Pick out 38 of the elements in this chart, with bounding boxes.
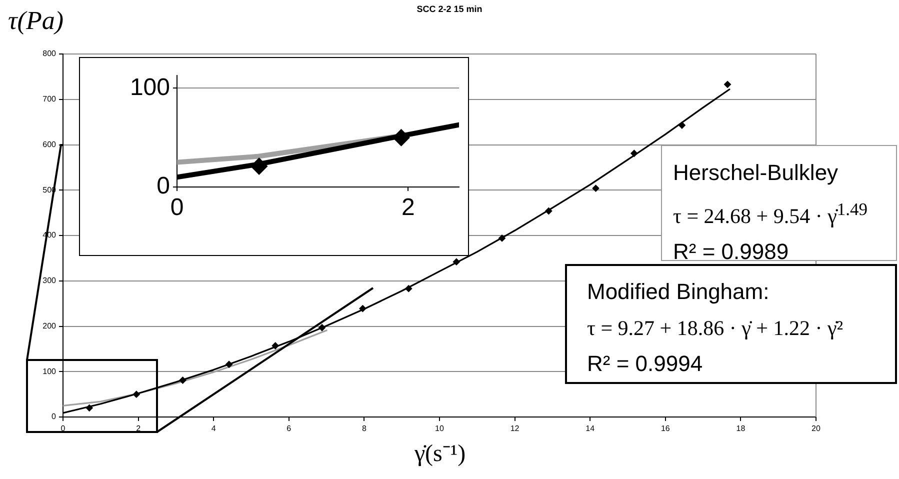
annotation: Herschel-Bulkley [673,159,840,187]
point [226,360,233,368]
y-tick-label: 100 [130,74,170,101]
y-tick-label: 300 [42,276,57,286]
point [724,80,732,88]
annotation: R² = 0.9989 [673,238,790,266]
x-tick-label: 2 [401,194,415,222]
annotation: Modified Bingham: [587,278,770,306]
point [498,234,506,242]
point [359,305,366,312]
x-tick-label: 16 [660,424,670,434]
point [318,324,326,332]
annotation: τ = 24.68 + 9.54 · γ̇$^{1.49}$ [673,198,868,230]
x-tick-label: 6 [286,424,292,434]
y-axis-title: τ(Pa) [8,6,64,36]
point [272,342,279,350]
point [592,184,600,192]
y-tick-label: 200 [42,321,57,330]
point [630,150,638,157]
x-tick-label: 18 [736,424,746,434]
x-axis-title: γ̇(s⁻¹) [413,440,467,468]
x-tick-label: 10 [435,424,444,434]
annotation: R² = 0.9994 [587,350,704,378]
x-tick-label: 8 [362,424,367,434]
point [405,285,412,292]
x-tick-label: 20 [812,424,821,434]
point [545,208,552,214]
y-tick-label: 700 [42,94,57,104]
point [678,122,686,129]
annotation: τ = 9.27 + 18.86 · γ̇ + 1.22 · γ̇² [587,315,844,342]
x-tick-label: 14 [586,424,596,434]
chart-title: SCC 2-2 15 min [416,4,482,14]
point [179,376,186,384]
point [452,258,460,266]
y-tick-label: 600 [42,140,57,149]
x-tick-label: 4 [211,424,216,434]
y-tick-label: 800 [42,49,57,58]
x-tick-label: 12 [510,424,520,434]
